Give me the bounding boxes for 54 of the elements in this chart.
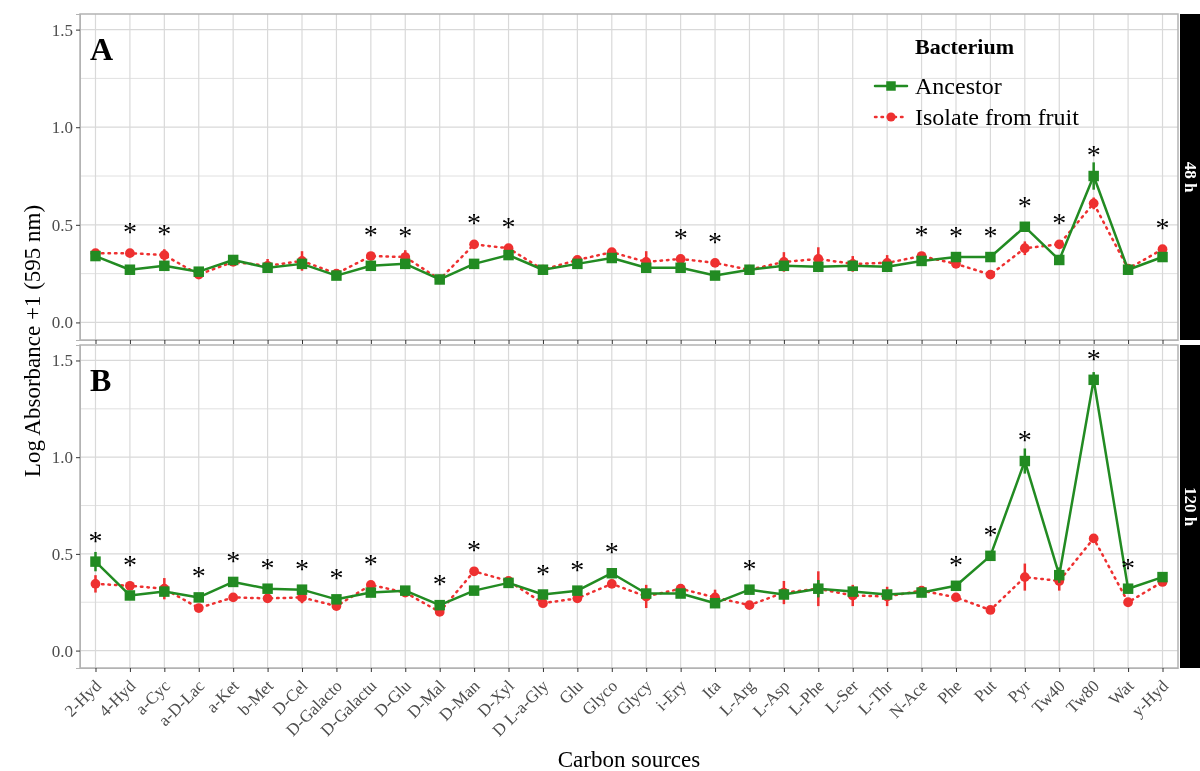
annotation: * (88, 524, 103, 556)
annotation: * (363, 219, 378, 251)
annotation: * (983, 518, 998, 550)
x-axis-title: Carbon sources (557, 747, 701, 771)
annotation: * (157, 218, 172, 250)
annotation: * (708, 225, 723, 257)
annotation: * (122, 216, 137, 248)
annotation: * (948, 548, 963, 580)
text: 48 h (1181, 161, 1200, 193)
text: B (90, 362, 112, 398)
text: 120 h (1181, 486, 1200, 527)
annotation: * (742, 552, 757, 584)
annotation: * (501, 211, 516, 243)
annotation: * (948, 220, 963, 252)
annotation: * (467, 207, 482, 239)
annotation: * (673, 221, 688, 253)
annotation: * (914, 219, 929, 251)
annotation: * (432, 568, 447, 600)
text: A (90, 31, 114, 67)
y-tick-label: 0.5 (51, 215, 73, 235)
y-tick-label: 1.0 (51, 118, 73, 138)
annotation: * (122, 548, 137, 580)
annotation: * (604, 536, 619, 568)
annotation: * (191, 560, 206, 592)
annotation: * (1052, 207, 1067, 239)
annotation: * (1017, 424, 1032, 456)
legend-label: Ancestor (915, 73, 1002, 100)
annotation: * (363, 547, 378, 579)
annotation: * (398, 220, 413, 252)
legend-title: Bacterium (915, 34, 1014, 59)
x-tick-label: Put (970, 676, 1001, 706)
annotation: * (1086, 342, 1101, 374)
x-tick-label: Wat (1105, 676, 1138, 709)
annotation: * (1017, 189, 1032, 221)
annotation: * (467, 534, 482, 566)
y-tick-label: 1.5 (51, 351, 73, 371)
x-tick-label: Ita (698, 676, 725, 703)
y-tick-label: 0.0 (51, 641, 73, 661)
y-tick-label: 1.0 (51, 448, 73, 468)
annotation: * (535, 557, 550, 589)
annotation: * (295, 552, 310, 584)
legend-label: Isolate from fruit (915, 104, 1080, 131)
y-tick-label: 0.5 (51, 544, 73, 564)
y-tick-label: 1.5 (51, 20, 73, 40)
annotation: * (1086, 139, 1101, 171)
x-tick-label: Phe (934, 676, 966, 708)
annotation: * (329, 562, 344, 594)
annotation: * (1155, 212, 1170, 244)
annotation: * (226, 544, 241, 576)
annotation: * (260, 551, 275, 583)
annotation: * (570, 553, 585, 585)
y-axis-title: Log Absorbance +1 (595 nm) (20, 204, 45, 478)
annotation: * (983, 220, 998, 252)
y-tick-label: 0.0 (51, 313, 73, 333)
